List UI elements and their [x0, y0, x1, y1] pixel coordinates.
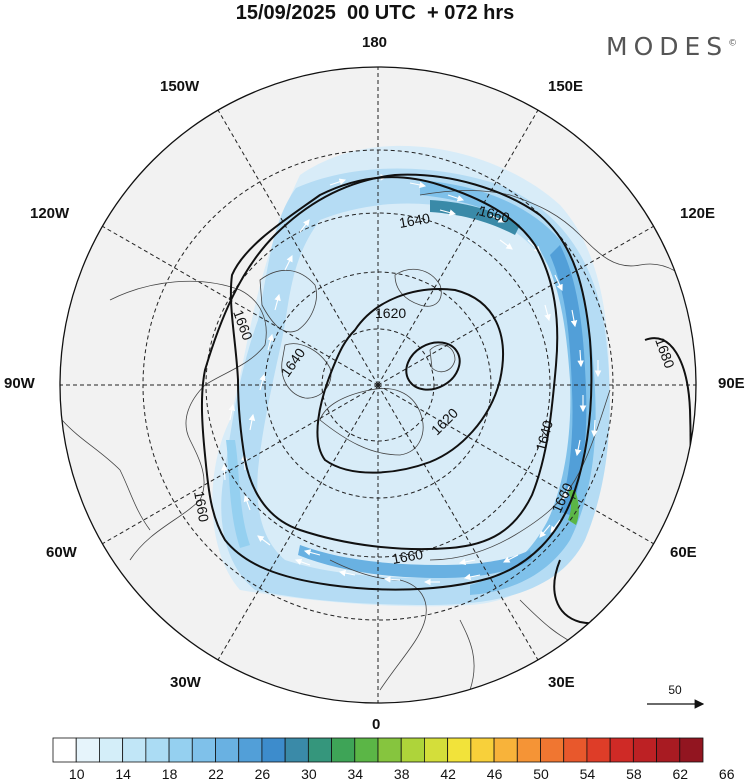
lon-label-150e: 150E	[548, 78, 584, 95]
colorbar-swatch	[354, 737, 379, 763]
lon-label-60e: 60E	[670, 544, 697, 561]
colorbar-swatch	[331, 737, 356, 763]
colorbar-swatch	[215, 737, 240, 763]
colorbar: 10141822263034384246505458626670	[52, 737, 735, 782]
colorbar-tick-label: 42	[440, 766, 456, 782]
lon-label-90w: 90W	[4, 375, 35, 392]
colorbar-swatch	[377, 737, 402, 763]
colorbar-swatch	[516, 737, 541, 763]
colorbar-swatch	[424, 737, 449, 763]
colorbar-swatch	[145, 737, 170, 763]
colorbar-tick-label: 58	[626, 766, 642, 782]
lon-label-90e: 90E	[718, 375, 745, 392]
colorbar-swatch	[284, 737, 309, 763]
lon-label-0: 0	[372, 716, 381, 733]
colorbar-swatch	[122, 737, 147, 763]
colorbar-tick-label: 10	[69, 766, 85, 782]
brand-logo: MODES©	[606, 32, 737, 61]
graticule-meridians	[60, 67, 696, 703]
contour-label: 1620	[375, 305, 406, 321]
colorbar-swatch	[679, 737, 704, 763]
colorbar-swatch	[191, 737, 216, 763]
colorbar-tick-label: 18	[162, 766, 178, 782]
lon-label-120e: 120E	[680, 205, 716, 222]
colorbar-tick-label: 38	[394, 766, 410, 782]
colorbar-tick-label: 54	[580, 766, 596, 782]
lon-label-120w: 120W	[30, 205, 70, 222]
colorbar-swatch	[400, 737, 425, 763]
colorbar-swatch	[307, 737, 332, 763]
contour-label: 1660	[191, 490, 212, 524]
colorbar-swatch	[99, 737, 124, 763]
colorbar-swatch	[447, 737, 472, 763]
chart-title: 15/09/2025 00 UTC + 072 hrs	[235, 2, 515, 24]
colorbar-tick-label: 62	[672, 766, 688, 782]
graticule-parallels	[142, 149, 614, 621]
colorbar-swatch	[261, 737, 286, 763]
lon-label-150w: 150W	[160, 78, 200, 95]
contour-label: 1640	[398, 210, 432, 231]
wind-reference-label: 50	[668, 683, 682, 697]
brand-mark: ©	[728, 38, 738, 49]
colorbar-tick-label: 22	[208, 766, 224, 782]
colorbar-swatch	[168, 737, 193, 763]
colorbar-tick-label: 34	[347, 766, 363, 782]
colorbar-tick-label: 30	[301, 766, 317, 782]
wind-speed-shading	[212, 145, 610, 607]
colorbar-swatch	[52, 737, 77, 763]
colorbar-swatch	[632, 737, 657, 763]
lon-label-60w: 60W	[46, 544, 77, 561]
colorbar-swatch	[540, 737, 565, 763]
colorbar-tick-label: 46	[487, 766, 503, 782]
lon-label-30e: 30E	[548, 674, 575, 691]
colorbar-swatch	[609, 737, 634, 763]
globe-outline	[59, 66, 697, 704]
colorbar-swatch	[238, 737, 263, 763]
colorbar-tick-label: 14	[115, 766, 131, 782]
colorbar-swatch	[656, 737, 681, 763]
colorbar-tick-label: 66	[719, 766, 735, 782]
colorbar-swatch	[586, 737, 611, 763]
colorbar-swatch	[75, 737, 100, 763]
brand-name: MODES	[606, 32, 729, 61]
contour-label: 1660	[391, 546, 425, 567]
colorbar-swatch	[493, 737, 518, 763]
colorbar-tick-label: 26	[255, 766, 271, 782]
lon-label-180: 180	[362, 34, 388, 51]
colorbar-swatch	[563, 737, 588, 763]
lon-label-30w: 30W	[170, 674, 201, 691]
contour-label: 1660	[477, 202, 511, 226]
contour-label: 1640	[532, 418, 556, 452]
colorbar-tick-label: 50	[533, 766, 549, 782]
colorbar-swatch	[470, 737, 495, 763]
